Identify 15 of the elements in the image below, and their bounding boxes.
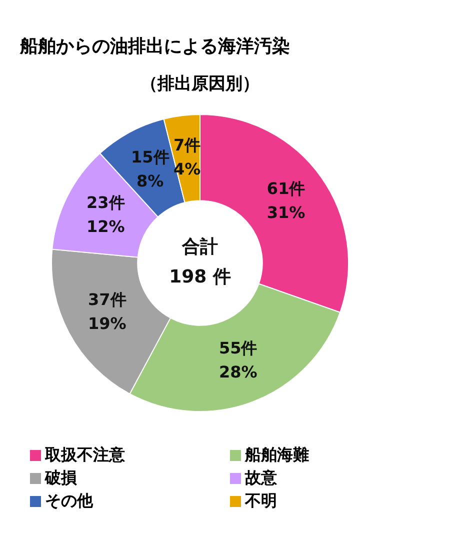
legend-label: その他 (45, 491, 93, 512)
legend-label: 不明 (245, 491, 277, 512)
legend-label: 船舶海難 (245, 445, 309, 466)
data-label: 61件 31% (266, 179, 306, 222)
text: 198 件 (169, 266, 231, 288)
data-label: 55件 28% (218, 338, 258, 382)
chart-subtitle: （排出原因別） (140, 73, 260, 95)
text: 合計 (181, 236, 218, 258)
data-label: 15件 8% (130, 147, 170, 190)
data-label: 37件 19% (88, 290, 126, 334)
legend-label: 故意 (245, 468, 277, 489)
chart-title: 船舶からの油排出による海洋汚染 (20, 35, 290, 58)
data-label: 23件 12% (86, 193, 125, 236)
legend-label: 取扱不注意 (45, 445, 125, 466)
legend-label: 破損 (45, 468, 77, 489)
